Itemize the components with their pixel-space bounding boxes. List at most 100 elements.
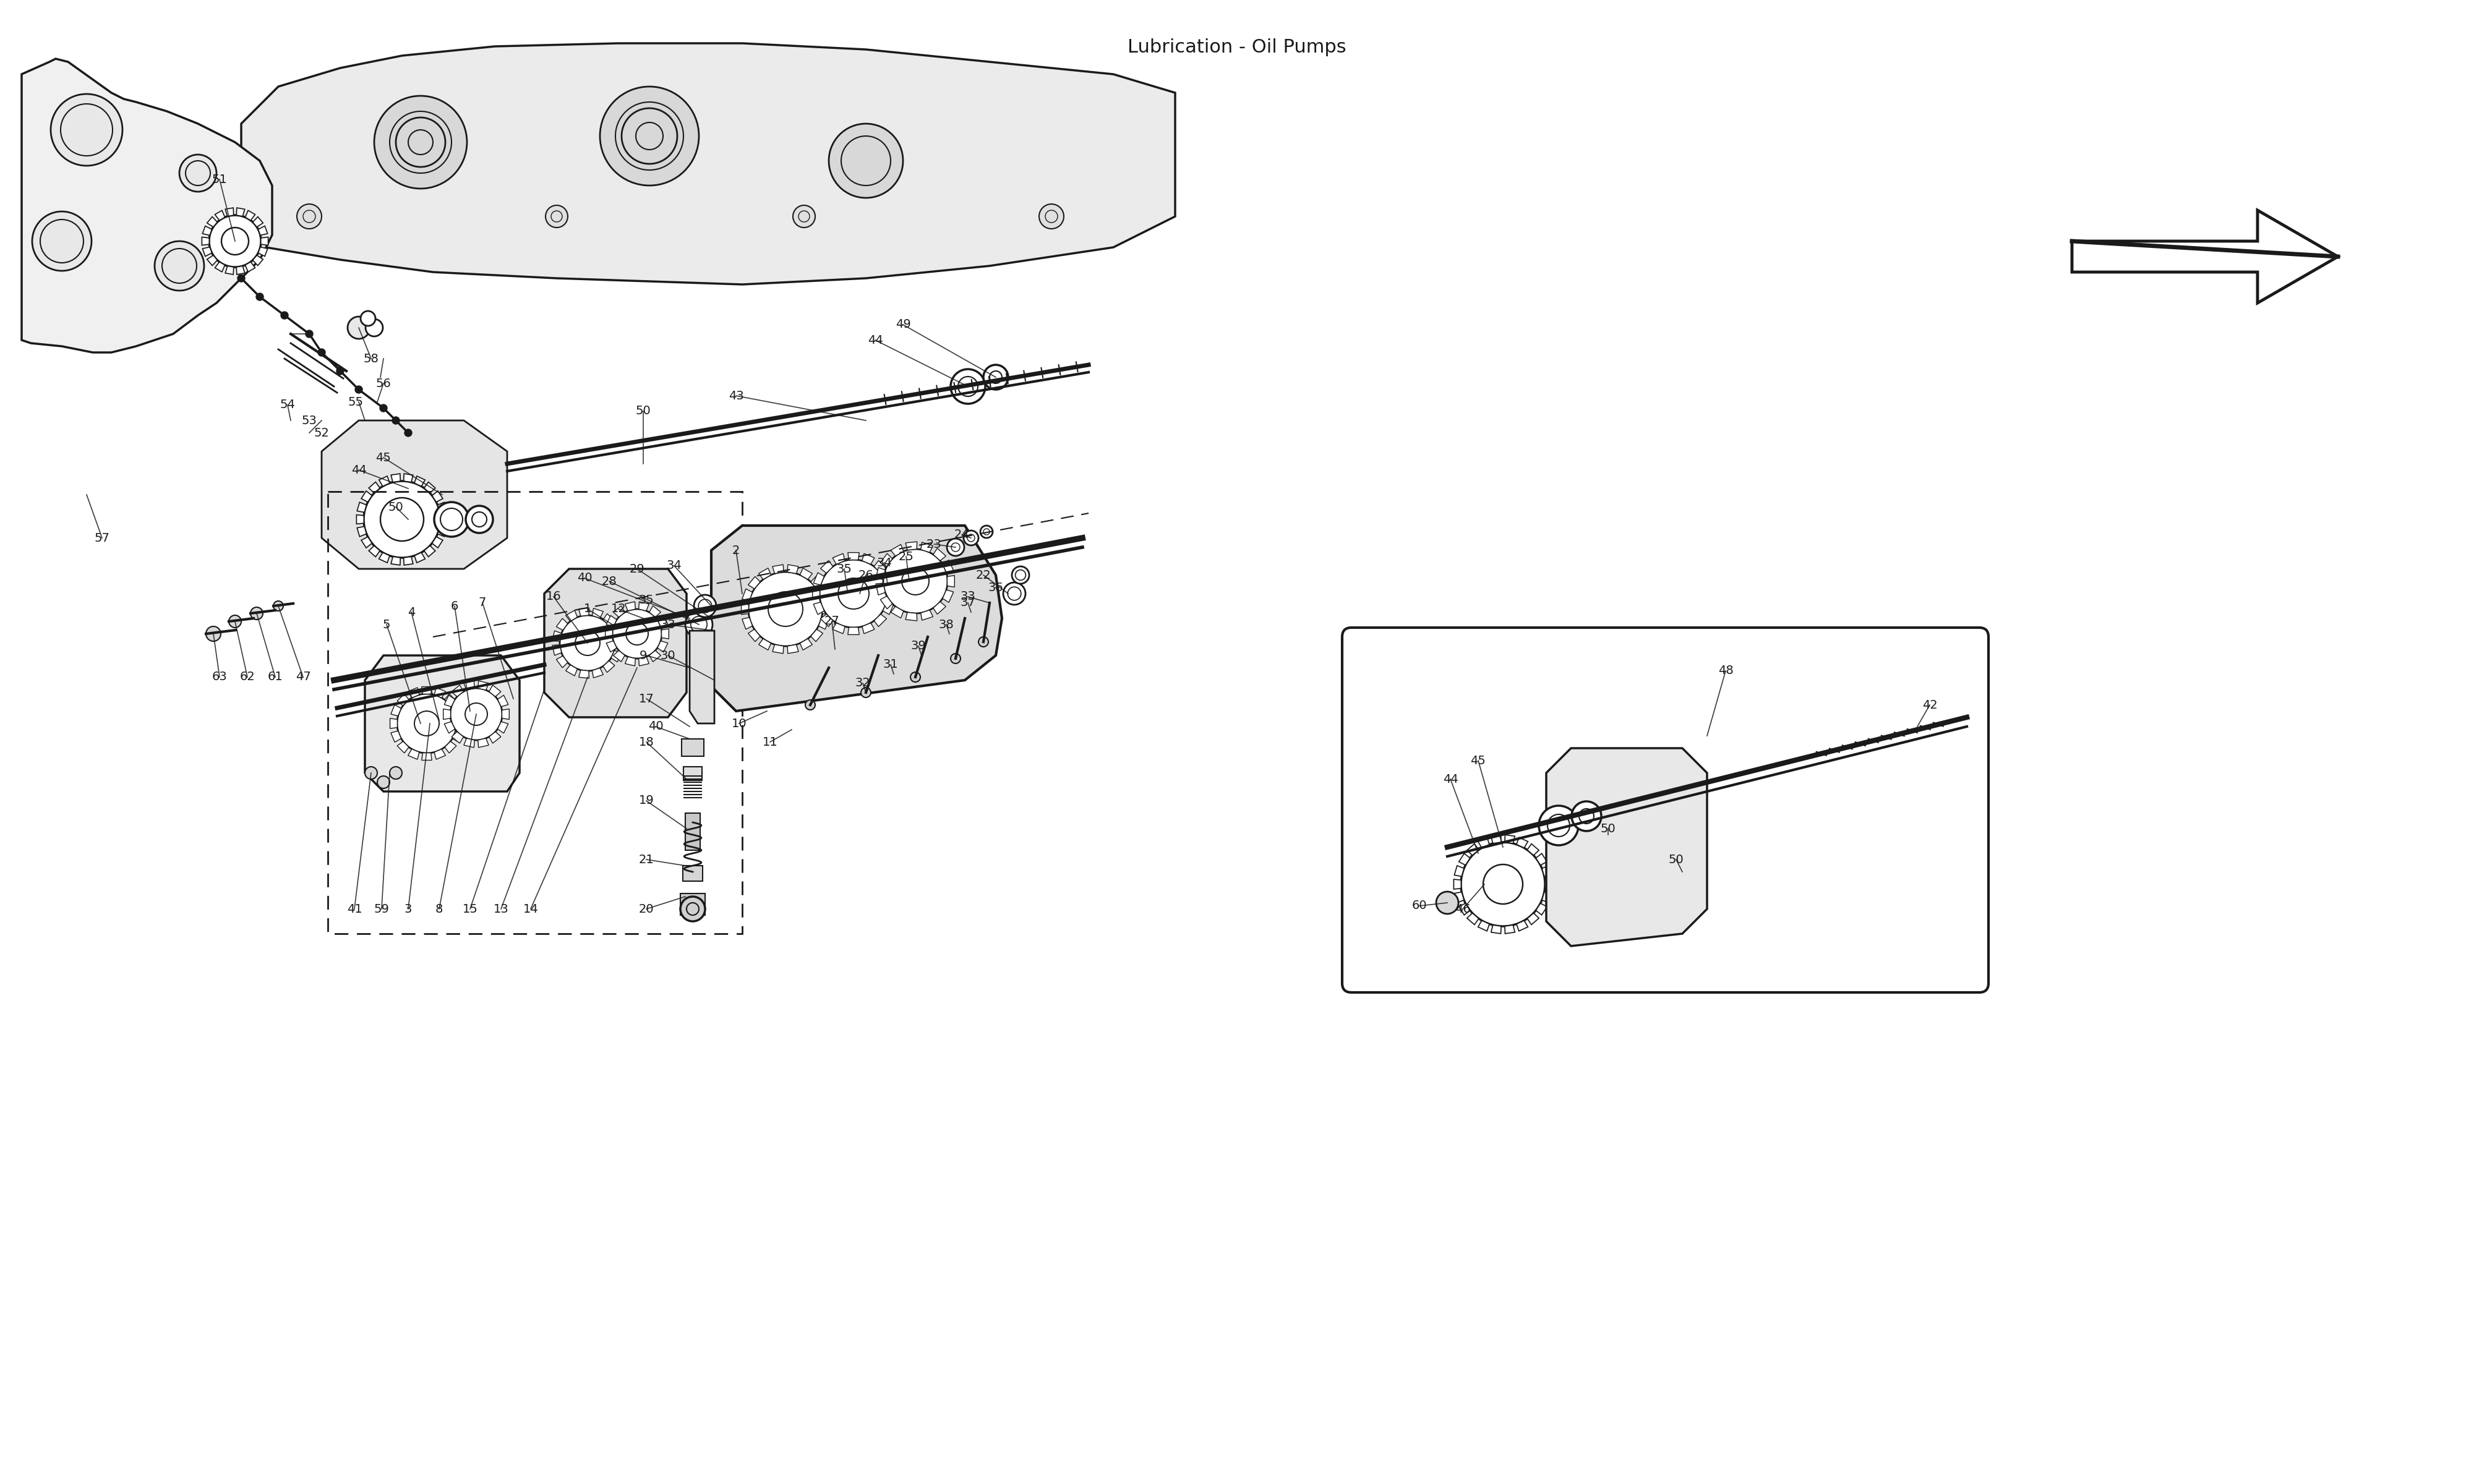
Polygon shape [379,552,391,562]
Polygon shape [433,491,443,502]
Circle shape [396,693,455,752]
Polygon shape [477,738,490,748]
Polygon shape [435,749,445,760]
Polygon shape [225,266,233,275]
Polygon shape [611,625,621,635]
Text: 30: 30 [661,650,675,662]
Polygon shape [356,502,366,512]
Polygon shape [391,705,401,715]
Circle shape [948,539,965,556]
Polygon shape [876,567,886,579]
Circle shape [544,205,569,227]
Text: 41: 41 [346,904,361,914]
Polygon shape [742,589,752,601]
Text: 9: 9 [638,650,648,662]
Polygon shape [544,568,688,717]
Text: 15: 15 [463,904,477,914]
Circle shape [435,502,470,537]
Circle shape [153,240,203,291]
Polygon shape [873,561,886,573]
Circle shape [49,93,124,166]
Polygon shape [658,641,668,651]
Circle shape [208,215,262,267]
Text: 50: 50 [1667,853,1685,865]
Circle shape [950,653,960,663]
Circle shape [32,211,92,270]
Text: 58: 58 [364,353,379,365]
Polygon shape [1460,904,1470,916]
Polygon shape [445,742,455,752]
Polygon shape [208,217,218,227]
Polygon shape [215,261,225,272]
Circle shape [965,530,980,545]
Polygon shape [1455,880,1462,889]
Text: 5: 5 [383,619,391,631]
Text: 16: 16 [547,591,562,603]
Circle shape [621,108,678,163]
Polygon shape [445,695,455,705]
Polygon shape [604,614,614,625]
Polygon shape [591,608,604,619]
Polygon shape [943,559,952,573]
Polygon shape [356,515,364,524]
Polygon shape [920,542,933,552]
Circle shape [282,312,287,319]
Polygon shape [713,525,1002,711]
Polygon shape [403,473,413,482]
Polygon shape [772,644,784,653]
Text: 47: 47 [294,671,312,683]
Circle shape [376,776,391,788]
Polygon shape [742,604,750,614]
Text: 50: 50 [1601,822,1616,834]
Text: 62: 62 [240,671,255,683]
Text: 61: 61 [267,671,282,683]
Polygon shape [322,420,507,568]
Polygon shape [742,617,752,629]
Circle shape [307,329,312,337]
Polygon shape [238,266,245,275]
Circle shape [819,559,888,628]
Text: 55: 55 [349,396,364,408]
Polygon shape [242,43,1175,285]
Text: Lubrication - Oil Pumps: Lubrication - Oil Pumps [1128,39,1346,56]
Polygon shape [208,255,218,266]
Polygon shape [799,638,811,650]
Text: 29: 29 [628,562,646,574]
Polygon shape [1536,853,1546,865]
Polygon shape [361,537,371,548]
Polygon shape [876,583,886,595]
Polygon shape [883,603,893,614]
Circle shape [685,611,713,638]
Text: 25: 25 [898,551,913,562]
Text: 38: 38 [938,619,955,631]
Polygon shape [948,576,955,588]
Text: 27: 27 [824,616,839,628]
Text: 18: 18 [638,736,653,748]
Polygon shape [440,515,448,524]
Text: 35: 35 [836,562,851,574]
Polygon shape [1455,892,1465,902]
Polygon shape [606,616,616,626]
Text: 33: 33 [960,591,975,603]
Circle shape [450,689,502,741]
Circle shape [910,672,920,683]
Circle shape [980,637,990,647]
Polygon shape [245,211,255,221]
Polygon shape [421,752,433,760]
Polygon shape [891,607,903,617]
Polygon shape [1455,865,1465,877]
Text: 34: 34 [876,556,893,568]
Circle shape [950,370,985,404]
Polygon shape [849,628,858,635]
Text: 6: 6 [450,600,458,611]
Polygon shape [391,732,401,742]
Polygon shape [1460,853,1470,865]
Polygon shape [490,686,500,696]
Polygon shape [905,542,918,551]
Text: 12: 12 [611,603,626,614]
Text: 19: 19 [638,795,653,807]
Polygon shape [881,597,893,608]
Polygon shape [849,552,858,559]
Text: 44: 44 [868,334,883,346]
Polygon shape [891,545,903,556]
